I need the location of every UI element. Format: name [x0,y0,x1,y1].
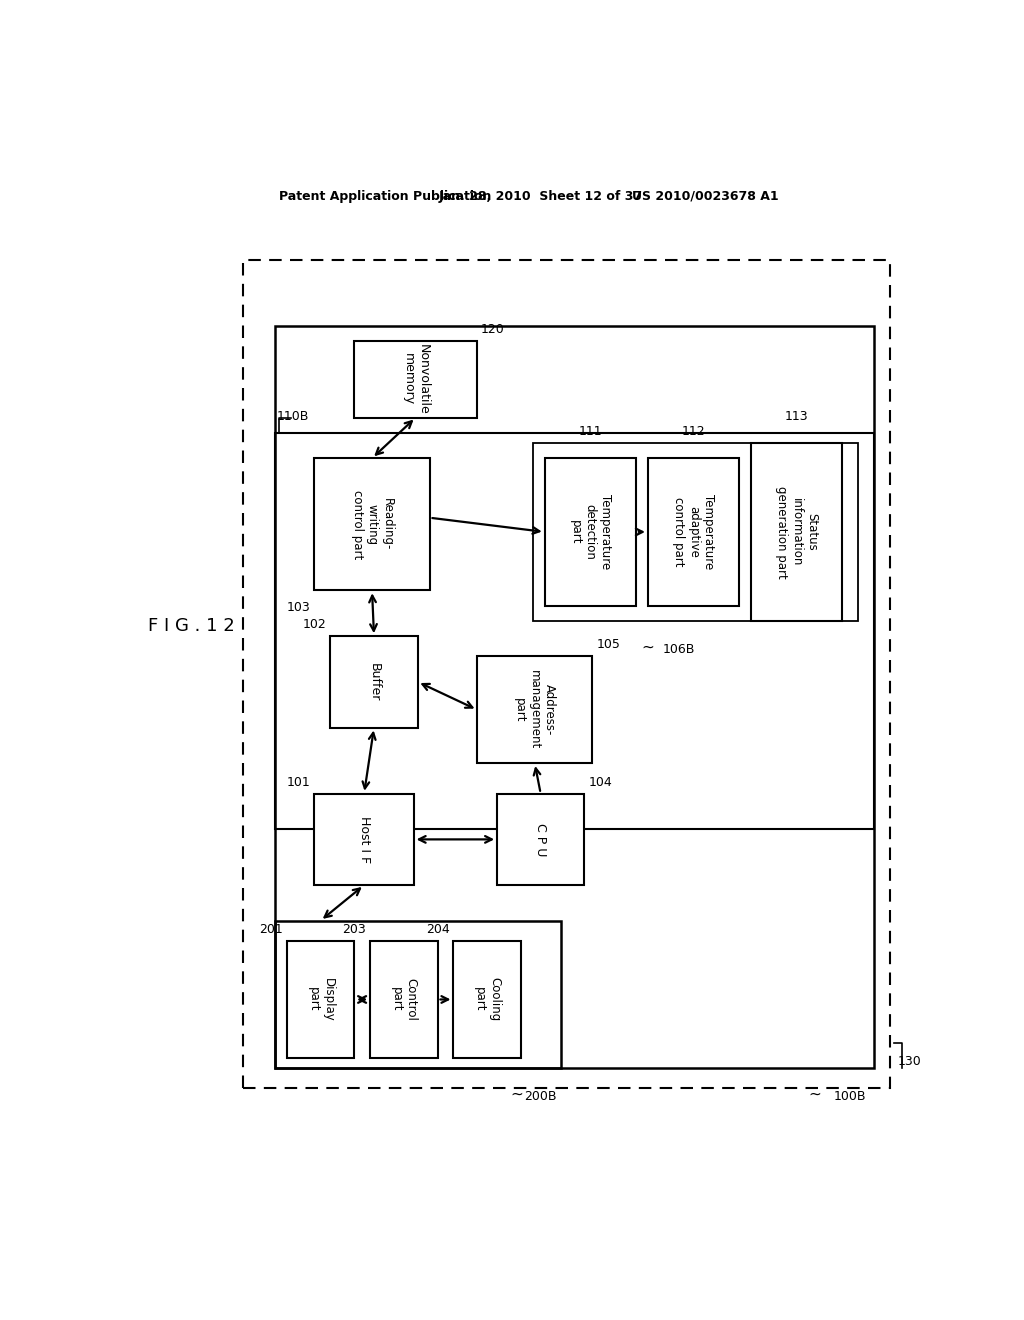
Text: 106B: 106B [663,643,695,656]
Text: F I G . 1 2: F I G . 1 2 [148,616,234,635]
Text: Patent Application Publication: Patent Application Publication [279,190,492,202]
Text: 120: 120 [481,323,505,337]
Text: 112: 112 [682,425,706,438]
Text: 204: 204 [426,923,450,936]
Bar [454,941,521,1057]
Text: US 2010/0023678 A1: US 2010/0023678 A1 [632,190,778,202]
Bar [370,941,437,1057]
Text: 102: 102 [303,618,327,631]
Bar [477,656,592,763]
Text: ~: ~ [641,639,653,655]
Bar [287,941,354,1057]
Bar [751,444,842,620]
Bar [314,793,414,886]
Text: 105: 105 [596,639,621,651]
Text: 100B: 100B [834,1090,866,1104]
Text: Address-
management
part: Address- management part [513,671,556,750]
Bar [314,458,430,590]
Text: 113: 113 [784,409,808,422]
Bar [274,921,560,1068]
Bar [648,458,739,606]
Bar [243,260,890,1089]
Text: 101: 101 [287,776,310,788]
Text: 130: 130 [898,1055,922,1068]
Bar [274,433,873,829]
Text: Display
part: Display part [306,978,335,1022]
Bar [545,458,636,606]
Text: Jan. 28, 2010  Sheet 12 of 37: Jan. 28, 2010 Sheet 12 of 37 [438,190,643,202]
Text: 203: 203 [342,923,367,936]
Bar [532,444,858,620]
Text: 103: 103 [287,601,310,614]
Text: Cooling
part: Cooling part [473,977,501,1022]
Text: Reading-
writing
control part: Reading- writing control part [350,490,393,558]
Text: ~: ~ [511,1086,523,1101]
Text: 104: 104 [588,776,612,788]
Text: Control
part: Control part [390,978,418,1020]
Text: 111: 111 [579,425,602,438]
Text: 201: 201 [259,923,283,936]
Text: Host I F: Host I F [357,816,371,863]
Bar [354,342,477,417]
Bar [331,636,418,727]
Text: Nonvolatile
memory: Nonvolatile memory [401,345,430,414]
Bar [274,326,873,1068]
Text: Temperature
adaptive
conrtol part: Temperature adaptive conrtol part [672,494,715,569]
Text: Temperature
detection
part: Temperature detection part [568,494,611,569]
Text: C P U: C P U [535,822,547,857]
Bar [497,793,585,886]
Text: 110B: 110B [276,409,309,422]
Text: ~: ~ [808,1086,821,1101]
Text: 200B: 200B [524,1090,556,1104]
Text: Status
information
generation part: Status information generation part [775,486,818,578]
Text: Buffer: Buffer [368,663,381,701]
